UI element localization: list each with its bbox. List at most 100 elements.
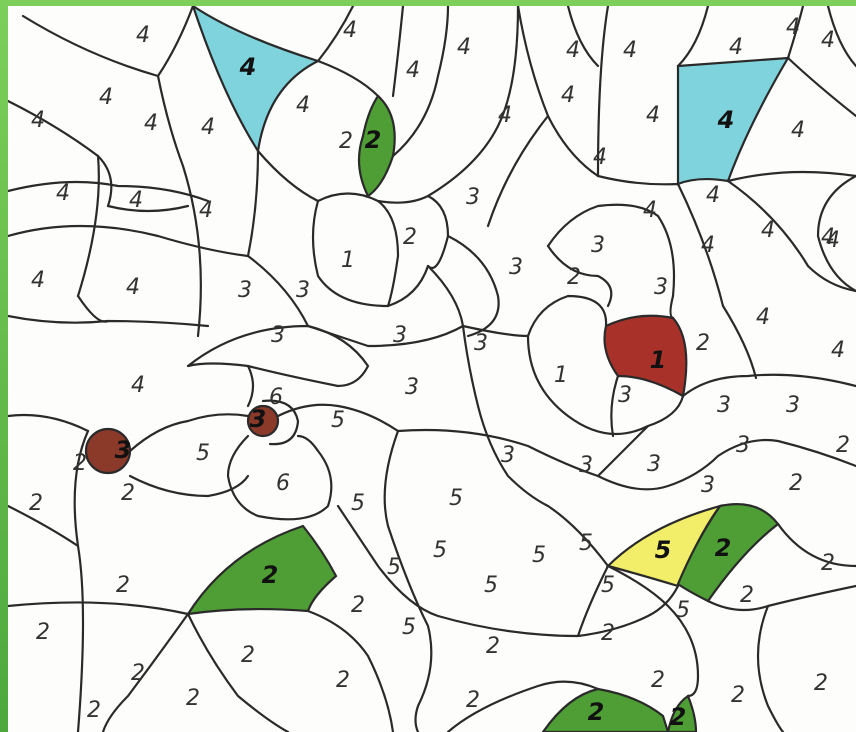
outline-stroke [726,170,856,183]
region-number: 5 [196,441,210,466]
outline-stroke [76,294,110,323]
outline-stroke [128,474,250,498]
region-number: 2 [731,683,745,708]
region-number: 4 [786,15,800,40]
region-2-green-leaf-number: 2 [365,126,382,154]
region-number: 3 [466,185,480,210]
outline-stroke [486,114,550,228]
region-number: 2 [821,551,835,576]
outline-stroke [391,6,450,158]
region-number: 4 [706,183,720,208]
region-number: 6 [276,471,290,496]
region-number: 2 [241,643,255,668]
region-number: 2 [789,471,803,496]
region-number: 1 [341,248,355,273]
region-number: 4 [31,108,45,133]
region-number: 4 [821,28,835,53]
outline-stroke [776,522,856,568]
outline-stroke [461,324,530,338]
outline-stroke [128,413,250,453]
region-number: 4 [99,85,113,110]
outline-stroke [316,6,355,63]
outline-stroke [546,504,610,568]
outline-stroke [246,364,255,408]
region-number: 3 [405,375,419,400]
region-number: 2 [696,331,710,356]
outline-stroke [73,429,90,732]
region-number: 2 [651,668,665,693]
region-number: 2 [186,686,200,711]
region-number: 3 [717,393,731,418]
region-number: 4 [593,145,607,170]
outline-stroke [8,224,250,258]
outline-stroke [8,413,90,433]
outline-stroke [786,56,856,118]
region-number: 5 [331,408,345,433]
outline-stroke [8,180,210,203]
outline-stroke [246,149,260,258]
region-number: 4 [56,181,70,206]
region-number: 3 [501,443,515,468]
region-number: 2 [567,265,581,290]
outline-stroke [546,244,613,308]
region-number: 4 [761,218,775,243]
region-number: 4 [144,111,158,136]
outline-stroke [816,174,856,293]
outline-stroke [476,404,550,508]
outline-stroke [8,601,190,616]
region-4-teal-top-left-number: 4 [239,53,257,81]
region-number: 4 [343,18,357,43]
region-number: 2 [336,668,350,693]
region-number: 4 [136,23,150,48]
region-number: 2 [339,129,353,154]
outline-stroke [526,294,608,338]
region-number: 4 [129,188,143,213]
outline-stroke [676,6,710,68]
outline-stroke [576,564,610,638]
outline-stroke [726,179,856,293]
region-number: 4 [457,35,471,60]
region-number: 3 [647,452,661,477]
region-number: 3 [271,323,285,348]
outline-stroke [306,609,395,732]
outline-stroke [256,149,320,203]
outline-stroke [596,174,680,186]
region-number: 4 [406,58,420,83]
region-5-yellow-number: 5 [655,536,672,564]
outline-stroke [106,204,190,213]
outline-stroke [376,199,400,308]
region-number: 4 [791,118,805,143]
outline-stroke [383,429,433,732]
region-number: 5 [387,555,401,580]
region-number: 2 [29,491,43,516]
outline-stroke [826,6,856,68]
outline-stroke [596,424,650,478]
region-number: 5 [433,538,447,563]
region-number: 2 [740,583,754,608]
region-number: 2 [131,661,145,686]
region-number: 2 [836,433,850,458]
outline-stroke [566,6,600,68]
outline-stroke [461,324,480,408]
region-number: 2 [466,688,480,713]
region-number: 3 [786,393,800,418]
region-number: 5 [402,615,416,640]
region-number: 1 [554,363,568,388]
region-4-teal-top-right-number: 4 [717,106,735,134]
region-number: 4 [831,338,845,363]
outline-stroke [306,324,465,348]
region-number: 4 [826,228,840,253]
outline-stroke [596,6,610,178]
outline-stroke [21,6,195,78]
region-number: 2 [121,481,135,506]
outline-stroke [311,199,430,308]
region-number: 3 [579,453,593,478]
region-number: 5 [449,486,463,511]
region-number: 3 [591,233,605,258]
outline-stroke [786,6,805,60]
region-number: 3 [618,383,632,408]
region-number: 5 [601,573,615,598]
region-number: 4 [701,233,715,258]
outline-stroke [76,154,100,298]
